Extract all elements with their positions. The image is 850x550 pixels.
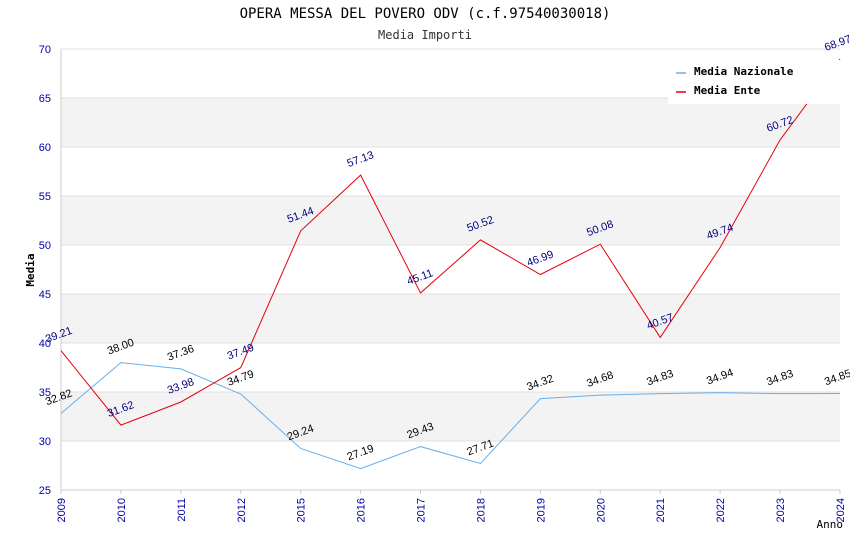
grid-band	[61, 196, 840, 245]
x-tick-label: 2009	[56, 498, 68, 522]
y-tick-label: 40	[39, 338, 51, 350]
grid-band	[61, 147, 840, 196]
x-tick-label: 2011	[176, 498, 188, 522]
x-tick-label: 2017	[416, 498, 428, 522]
grid-band	[61, 245, 840, 294]
x-axis-ticks: 2009 2010 2011 2012 2015 2016 2017 2018 2019 2020…	[56, 490, 847, 522]
grid-lines	[61, 48, 840, 491]
grid-band	[61, 392, 840, 441]
y-axis-title: Media	[24, 253, 37, 286]
x-tick-label: 2018	[475, 498, 487, 522]
chart-title: OPERA MESSA DEL POVERO ODV (c.f.97540030…	[240, 6, 611, 22]
y-tick-label: 50	[39, 240, 51, 252]
x-tick-label: 2022	[715, 498, 727, 522]
x-tick-label: 2012	[236, 498, 248, 522]
grid-bands	[61, 49, 840, 490]
y-tick-label: 65	[39, 93, 51, 105]
chart-subtitle: Media Importi	[378, 28, 472, 42]
y-tick-label: 70	[39, 44, 51, 56]
x-tick-label: 2024	[835, 498, 847, 522]
series-line-nazionale	[60, 362, 841, 470]
x-tick-label: 2016	[356, 498, 368, 522]
y-tick-label: 25	[39, 485, 51, 497]
grid-band	[61, 294, 840, 343]
x-tick-label: 2023	[775, 498, 787, 522]
x-tick-label: 2019	[535, 498, 547, 522]
series-lines	[60, 58, 841, 470]
grid-band	[61, 343, 840, 392]
legend-label-nazionale: Media Nazionale	[694, 65, 794, 78]
y-tick-label: 35	[39, 387, 51, 399]
legend-label-ente: Media Ente	[694, 84, 761, 97]
x-tick-label: 2021	[655, 498, 667, 522]
y-tick-label: 45	[39, 289, 51, 301]
legend-background	[668, 60, 840, 104]
x-tick-label: 2010	[116, 498, 128, 522]
y-tick-label: 60	[39, 142, 51, 154]
grid-band	[61, 441, 840, 490]
y-tick-label: 30	[39, 436, 51, 448]
x-tick-label: 2015	[296, 498, 308, 522]
x-axis-title: Anno	[817, 518, 844, 531]
series-line-ente	[60, 58, 841, 426]
legend: Media Nazionale Media Ente	[668, 60, 840, 104]
grid-band	[61, 98, 840, 147]
y-tick-label: 55	[39, 191, 51, 203]
y-axis-ticks: 25 30 35 40 45 50 55 60 65 70	[39, 44, 51, 497]
x-tick-label: 2020	[595, 498, 607, 522]
